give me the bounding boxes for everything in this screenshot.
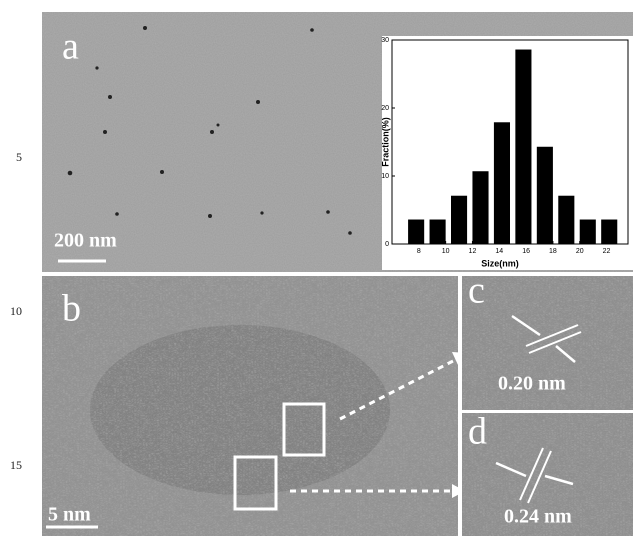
panel-d: d 0.24 nm bbox=[462, 411, 633, 536]
bar bbox=[408, 220, 424, 244]
scale-bar-label: 5 nm bbox=[48, 504, 91, 526]
x-tick-label: 16 bbox=[522, 248, 530, 255]
bar bbox=[537, 147, 553, 244]
bar bbox=[580, 220, 596, 244]
panel-label: b bbox=[62, 288, 81, 330]
y-tick-label: 30 bbox=[381, 37, 389, 44]
x-tick-label: 8 bbox=[417, 248, 421, 255]
bar bbox=[558, 196, 574, 244]
x-tick-label: 10 bbox=[442, 248, 450, 255]
bar bbox=[494, 122, 510, 244]
y-tick-label: 10 bbox=[381, 173, 389, 180]
x-tick-label: 20 bbox=[576, 248, 584, 255]
scale-bar-label: 200 nm bbox=[54, 230, 117, 252]
y-tick-label: 20 bbox=[381, 105, 389, 112]
panel-b: b 5 nm bbox=[42, 276, 468, 536]
bar bbox=[515, 50, 531, 244]
x-tick-label: 18 bbox=[549, 248, 557, 255]
y-tick-label: 0 bbox=[385, 241, 389, 248]
line-number: 10 bbox=[10, 304, 22, 318]
x-tick-label: 22 bbox=[603, 248, 611, 255]
x-tick-label: 12 bbox=[469, 248, 477, 255]
panel-label: c bbox=[468, 270, 485, 312]
figure: 5 10 15 a 200 nm 0 10 20 30 8 10 12 14 16 18 20 22 S… bbox=[0, 0, 633, 536]
bar bbox=[472, 171, 488, 244]
x-axis-label: Size(nm) bbox=[481, 258, 519, 268]
lattice-spacing: 0.24 nm bbox=[504, 506, 572, 528]
y-axis-label: Fraction(%) bbox=[380, 117, 390, 167]
lattice-spacing: 0.20 nm bbox=[498, 373, 566, 395]
panel-label: a bbox=[62, 26, 79, 68]
bar bbox=[601, 220, 617, 244]
x-tick-label: 14 bbox=[495, 248, 503, 255]
panel-c: c 0.20 nm bbox=[462, 270, 633, 410]
bar bbox=[451, 196, 467, 244]
line-number: 5 bbox=[16, 150, 22, 164]
bar bbox=[430, 220, 446, 244]
line-number: 15 bbox=[10, 458, 22, 472]
panel-label: d bbox=[468, 411, 487, 453]
